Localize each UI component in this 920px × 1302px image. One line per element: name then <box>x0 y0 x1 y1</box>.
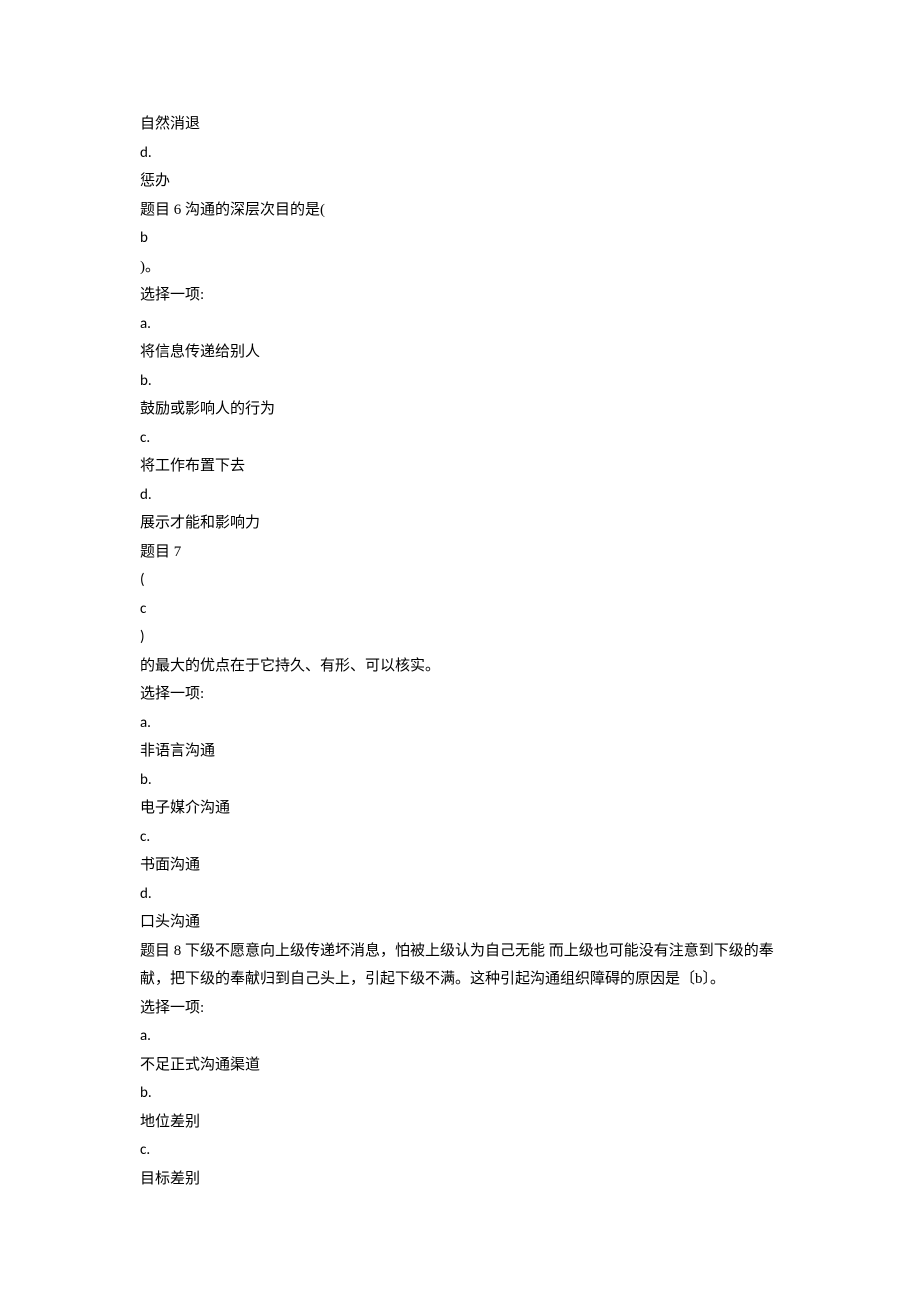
text-line: 将工作布置下去 <box>140 452 780 481</box>
text-line: b. <box>140 766 780 795</box>
text-line: ( <box>140 566 780 595</box>
text-line: c. <box>140 1136 780 1165</box>
text-line: )。 <box>140 253 780 282</box>
text-line: 电子媒介沟通 <box>140 794 780 823</box>
text-line: c. <box>140 424 780 453</box>
text-line: 地位差别 <box>140 1108 780 1137</box>
text-line: 选择一项: <box>140 994 780 1023</box>
text-line: 展示才能和影响力 <box>140 509 780 538</box>
text-line: b. <box>140 1079 780 1108</box>
text-line: 题目 7 <box>140 538 780 567</box>
text-line: 惩办 <box>140 167 780 196</box>
text-line: 口头沟通 <box>140 908 780 937</box>
text-line: b. <box>140 367 780 396</box>
text-line: 目标差别 <box>140 1165 780 1194</box>
text-line: a. <box>140 709 780 738</box>
text-line: 题目 8 下级不愿意向上级传递坏消息，怕被上级认为自己无能 而上级也可能没有注意… <box>140 937 780 994</box>
text-line: d. <box>140 481 780 510</box>
document-page: 自然消退d.惩办题目 6 沟通的深层次目的是(b)。选择一项:a.将信息传递给别… <box>0 0 920 1302</box>
text-line: 选择一项: <box>140 680 780 709</box>
text-line: 题目 6 沟通的深层次目的是( <box>140 196 780 225</box>
text-line: 鼓励或影响人的行为 <box>140 395 780 424</box>
text-line: 的最大的优点在于它持久、有形、可以核实。 <box>140 652 780 681</box>
text-line: 不足正式沟通渠道 <box>140 1051 780 1080</box>
text-line: b <box>140 224 780 253</box>
text-line: 将信息传递给别人 <box>140 338 780 367</box>
text-line: d. <box>140 880 780 909</box>
text-line: d. <box>140 139 780 168</box>
text-line: 非语言沟通 <box>140 737 780 766</box>
text-line: a. <box>140 1022 780 1051</box>
text-line: 自然消退 <box>140 110 780 139</box>
text-line: ) <box>140 623 780 652</box>
text-line: a. <box>140 310 780 339</box>
text-line: c <box>140 595 780 624</box>
text-line: 书面沟通 <box>140 851 780 880</box>
document-body: 自然消退d.惩办题目 6 沟通的深层次目的是(b)。选择一项:a.将信息传递给别… <box>140 110 780 1193</box>
text-line: 选择一项: <box>140 281 780 310</box>
text-line: c. <box>140 823 780 852</box>
